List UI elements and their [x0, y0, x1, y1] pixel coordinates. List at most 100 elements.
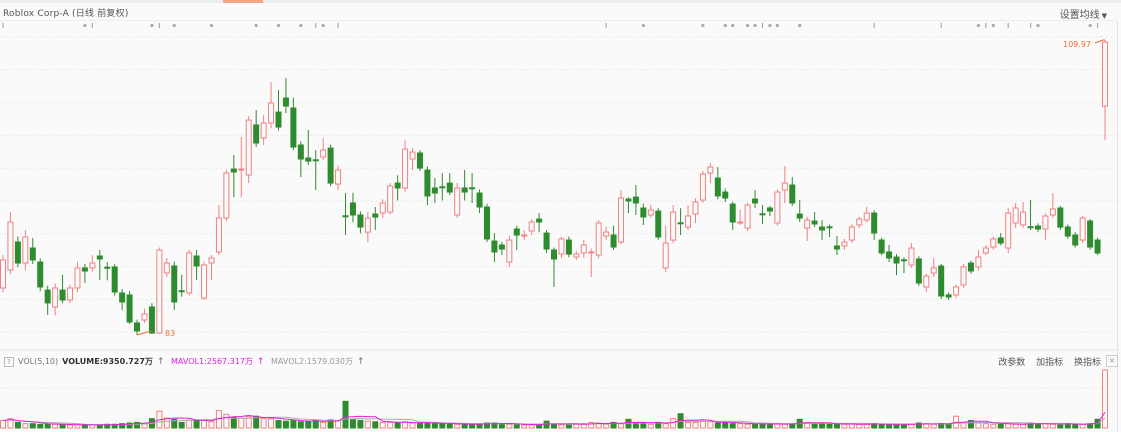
- volume-bar: [483, 422, 490, 429]
- volume-bar: [163, 417, 170, 429]
- min-price-pointer: [136, 330, 152, 336]
- volume-bar: [982, 423, 989, 429]
- volume-bar: [74, 424, 81, 429]
- candle-up: [528, 221, 535, 232]
- candle-up: [662, 242, 669, 269]
- volume-bar: [461, 423, 468, 429]
- candle-down: [915, 258, 922, 284]
- volume-bar: [893, 423, 900, 429]
- candle-down: [938, 265, 945, 297]
- volume-bar: [551, 423, 557, 429]
- chevron-down-icon: ▼: [1101, 12, 1107, 20]
- volume-bar: [528, 424, 535, 429]
- volume-bar: [662, 423, 669, 429]
- candle-down: [290, 107, 297, 148]
- event-marker-dot: [731, 23, 735, 28]
- volume-bar: [439, 423, 446, 429]
- max-price-pointer: [1094, 39, 1105, 44]
- ma-settings-dropdown[interactable]: 设置均线 ▼: [1060, 6, 1107, 21]
- help-icon[interactable]: ?: [4, 356, 14, 367]
- mavol1-value: MAVOL1:2567.317万: [171, 357, 253, 366]
- volume-bar: [364, 420, 371, 429]
- candle-up: [923, 275, 930, 288]
- active-tab-indicator[interactable]: [223, 0, 263, 3]
- candle-up: [558, 238, 565, 255]
- event-marker-dot: [976, 23, 981, 28]
- volume-bar: [7, 418, 14, 429]
- event-marker-tick: [158, 23, 160, 28]
- switch-indicator-button[interactable]: 换指标: [1073, 358, 1101, 368]
- candle-down: [461, 187, 468, 193]
- candle-down: [1094, 239, 1101, 254]
- close-icon[interactable]: ×: [1106, 355, 1118, 367]
- candle-down: [59, 289, 66, 301]
- candle-down: [171, 265, 178, 303]
- candle-up: [238, 168, 245, 171]
- candle-down: [811, 220, 818, 225]
- candle-up: [863, 212, 870, 221]
- candle-up: [744, 204, 751, 229]
- candle-up: [0, 259, 6, 289]
- candle-up: [573, 253, 580, 258]
- candle-up: [163, 262, 170, 274]
- candle-up: [588, 251, 595, 254]
- volume-bar: [558, 424, 565, 429]
- volume-bar: [699, 420, 706, 429]
- candle-up: [1102, 41, 1108, 107]
- volume-bar: [729, 423, 736, 429]
- volume-bar: [238, 417, 245, 429]
- volume-bar: [670, 418, 677, 429]
- volume-bar: [424, 421, 431, 429]
- volume-bar: [1072, 423, 1079, 429]
- volume-bar: [186, 419, 193, 429]
- event-marker-tick: [1029, 23, 1032, 28]
- candle-down: [513, 228, 520, 236]
- volume-bar: [469, 423, 476, 429]
- header-divider: [0, 20, 1117, 21]
- volume-bar: [193, 420, 200, 429]
- candle-up: [953, 286, 960, 296]
- volume-bar: [282, 420, 289, 429]
- event-marker-dot: [745, 23, 750, 28]
- volume-bar: [260, 418, 267, 429]
- candle-down: [729, 203, 736, 223]
- volume-bar: [201, 419, 208, 429]
- mavol1-line: [2, 412, 1106, 426]
- candle-down: [275, 111, 282, 128]
- volume-bar: [52, 423, 59, 429]
- candle-up: [975, 256, 982, 268]
- event-marker-dot: [1088, 23, 1092, 28]
- volume-bar: [342, 400, 349, 429]
- candle-up: [379, 202, 386, 214]
- volume-bar: [997, 423, 1004, 429]
- event-marker-tick: [985, 23, 987, 28]
- candle-up: [856, 218, 863, 226]
- mavol2-value: MAVOL2:1579.030万: [271, 357, 353, 366]
- candle-down: [148, 306, 155, 334]
- add-indicator-button[interactable]: 加指标: [1036, 358, 1064, 368]
- volume-bar: [640, 423, 647, 429]
- candle-down: [111, 266, 118, 293]
- volume-bar: [454, 423, 461, 429]
- edit-params-button[interactable]: 改参数: [998, 358, 1026, 368]
- candle-down: [833, 245, 840, 250]
- candle-up: [215, 217, 222, 253]
- candle-up: [402, 148, 409, 189]
- event-marker-dot: [299, 23, 303, 28]
- volume-bar: [945, 423, 952, 429]
- arrow-up-icon: ↑: [156, 357, 165, 367]
- volume-bar: [119, 423, 126, 429]
- volume-bar: [409, 422, 416, 429]
- candle-down: [789, 184, 796, 204]
- candle-up: [89, 262, 96, 269]
- candle-down: [1087, 220, 1094, 248]
- candle-down: [722, 191, 729, 199]
- volume-bar: [320, 421, 327, 429]
- chart-title: Roblox Corp-A (日线 前复权): [3, 9, 129, 19]
- candle-down: [1027, 226, 1034, 229]
- candle-up: [335, 169, 342, 185]
- volume-bar: [372, 421, 379, 429]
- candle-up: [186, 252, 193, 294]
- candle-down: [424, 169, 431, 197]
